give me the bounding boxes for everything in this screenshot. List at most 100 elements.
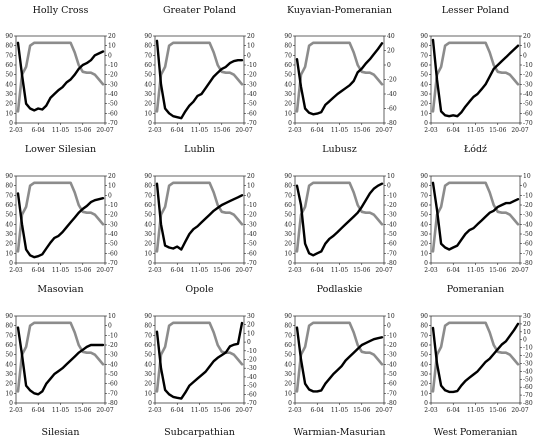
right-tick-label: -30 — [247, 365, 257, 372]
panel-masovian: Masovian 0 10 20 30 40 50 60 70 80 90 -80 -70 -60 -50 -… — [5, 284, 117, 414]
right-tick-label: -10 — [108, 62, 118, 69]
x-tick-label: 15-06 — [213, 267, 230, 274]
x-tick-label: 2-03 — [148, 267, 162, 274]
right-tick-label: 10 — [523, 43, 531, 50]
right-tick-label: -20 — [387, 202, 397, 209]
left-tick-label: 0 — [288, 120, 292, 127]
right-tick-label: 0 — [387, 183, 391, 190]
right-tick-label: -20 — [108, 212, 118, 219]
x-tick-label: 6-04 — [32, 407, 46, 414]
left-tick-label: 60 — [5, 62, 13, 69]
right-tick-label: -80 — [387, 260, 397, 267]
right-tick-label: -60 — [247, 250, 257, 257]
left-tick-label: 20 — [284, 101, 292, 108]
right-tick-label: 20 — [523, 321, 531, 328]
left-tick-label: 30 — [144, 231, 152, 238]
left-tick-label: 70 — [144, 52, 152, 59]
x-tick-label: 11-05 — [191, 127, 208, 134]
left-tick-label: 20 — [420, 101, 428, 108]
left-tick-label: 70 — [284, 192, 292, 199]
right-tick-label: -80 — [387, 400, 397, 407]
right-tick-label: 10 — [387, 313, 395, 320]
gray-series-line — [155, 321, 244, 393]
x-tick-label: 6-04 — [171, 127, 185, 134]
right-tick-label: -40 — [387, 361, 397, 368]
panel-opole: Opole0102030405060708090-70-60-50-40-30-… — [144, 284, 256, 414]
left-tick-label: 70 — [284, 332, 292, 339]
panel-title-warmian-masurian: Warmian-Masurian — [294, 427, 386, 438]
x-tick-label: 15-06 — [353, 407, 370, 414]
right-tick-label: -70 — [108, 120, 118, 127]
gray-series-line — [431, 321, 520, 393]
left-tick-label: 70 — [5, 192, 13, 199]
right-tick-label: -10 — [387, 332, 397, 339]
left-tick-label: 50 — [144, 212, 152, 219]
left-tick-label: 90 — [144, 173, 152, 180]
right-tick-label: -40 — [387, 91, 397, 98]
x-tick-label: 15-06 — [213, 127, 230, 134]
left-tick-label: 80 — [420, 323, 428, 330]
black-series-line — [155, 182, 244, 251]
gray-series-line — [155, 41, 244, 113]
x-tick-label: 15-06 — [213, 407, 230, 414]
left-tick-label: 0 — [424, 120, 428, 127]
right-tick-label: -10 — [523, 192, 533, 199]
left-tick-label: 10 — [284, 390, 292, 397]
right-tick-label: 20 — [247, 322, 255, 329]
gray-series-line — [431, 41, 520, 113]
x-tick-label: 2-03 — [9, 267, 23, 274]
left-tick-label: 30 — [284, 231, 292, 238]
right-tick-label: -70 — [247, 400, 257, 407]
right-tick-label: -60 — [108, 250, 118, 257]
left-tick-label: 0 — [288, 260, 292, 267]
left-tick-label: 50 — [5, 352, 13, 359]
panel-title: Podlaskie — [317, 284, 363, 295]
x-tick-label: 11-05 — [331, 407, 348, 414]
right-tick-label: -50 — [387, 231, 397, 238]
black-series-line — [295, 182, 384, 257]
panel-lodz: Łódź 0 10 20 30 40 50 60 70 80 90 -80 -70 -60 -50 -40 -3… — [420, 144, 532, 274]
left-tick-label: 90 — [420, 313, 428, 320]
left-tick-label: 10 — [5, 250, 13, 257]
left-tick-label: 80 — [284, 43, 292, 50]
left-tick-label: 80 — [5, 323, 13, 330]
right-tick-label: -30 — [247, 81, 257, 88]
left-tick-label: 70 — [284, 52, 292, 59]
right-tick-label: -30 — [247, 221, 257, 228]
x-tick-label: 20-07 — [375, 407, 392, 414]
gray-series-line — [16, 321, 105, 393]
left-tick-label: 50 — [284, 352, 292, 359]
left-tick-label: 70 — [144, 332, 152, 339]
left-tick-label: 40 — [144, 81, 152, 88]
left-tick-label: 10 — [284, 250, 292, 257]
left-tick-label: 90 — [144, 33, 152, 40]
left-tick-label: 90 — [420, 33, 428, 40]
x-tick-label: 15-06 — [74, 127, 91, 134]
left-tick-label: 60 — [420, 342, 428, 349]
x-tick-label: 6-04 — [311, 127, 325, 134]
right-tick-label: -10 — [247, 62, 257, 69]
right-tick-label: -40 — [523, 221, 533, 228]
gray-series-line — [16, 181, 105, 253]
right-tick-label: -20 — [523, 353, 533, 360]
right-tick-label: -60 — [108, 381, 118, 388]
x-tick-label: 2-03 — [288, 407, 302, 414]
panel-title-silesian: Silesian — [42, 427, 80, 438]
left-tick-label: 20 — [420, 241, 428, 248]
left-tick-label: 80 — [144, 43, 152, 50]
right-tick-label: -10 — [108, 202, 118, 209]
right-tick-label: -40 — [247, 91, 257, 98]
right-tick-label: 0 — [247, 52, 251, 59]
right-tick-label: -80 — [523, 400, 533, 407]
right-tick-label: -70 — [108, 390, 118, 397]
x-tick-label: 2-03 — [288, 127, 302, 134]
left-tick-label: 80 — [5, 183, 13, 190]
right-tick-label: -50 — [523, 231, 533, 238]
left-tick-label: 0 — [148, 400, 152, 407]
black-series-line — [16, 326, 105, 396]
x-tick-label: 20-07 — [511, 267, 528, 274]
left-tick-label: 60 — [284, 342, 292, 349]
x-tick-label: 6-04 — [447, 127, 461, 134]
black-series-line — [16, 192, 105, 259]
left-tick-label: 20 — [5, 381, 13, 388]
